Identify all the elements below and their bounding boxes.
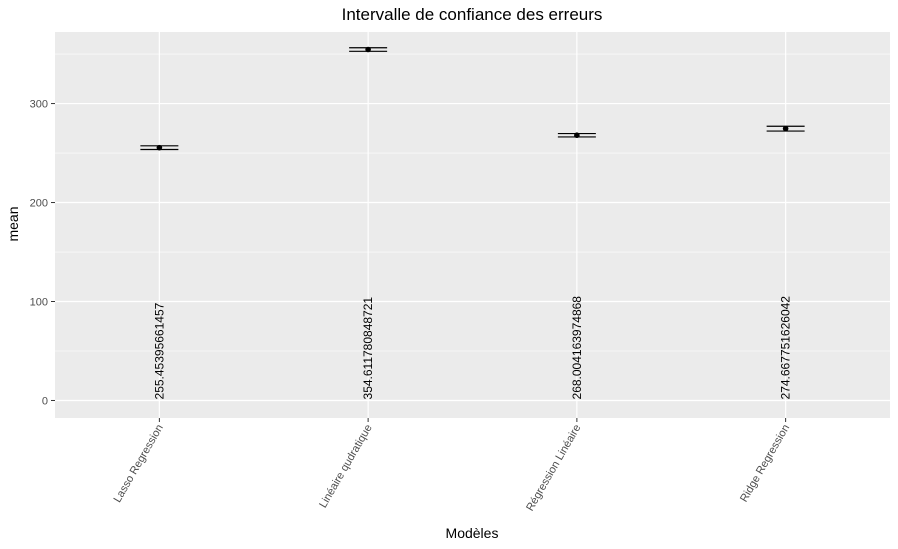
- data-label: 354.611780848721: [361, 297, 375, 400]
- x-tick-label: Ridge Regression: [738, 423, 792, 505]
- x-tick-label: Linéaire qudratique: [317, 423, 374, 511]
- y-tick-label: 300: [30, 99, 48, 111]
- x-axis-title: Modèles: [446, 525, 499, 541]
- plot-panel: [55, 32, 890, 418]
- data-label: 268.004163974868: [570, 296, 584, 400]
- y-tick-label: 0: [42, 395, 48, 407]
- mean-point: [365, 46, 371, 53]
- x-tick-label: Régression Linéaire: [524, 423, 583, 514]
- y-tick-label: 100: [30, 297, 48, 309]
- y-tick-label: 200: [30, 198, 48, 210]
- data-label: 255.45395661457: [152, 302, 166, 399]
- x-tick-label: Lasso Regression: [112, 423, 166, 505]
- data-label: 274.667751626042: [779, 296, 793, 400]
- plot-area: 0 100 200 300 255.45395661457 Lasso Regressio…: [30, 32, 890, 513]
- y-axis-title: mean: [5, 206, 21, 241]
- chart-title: Intervalle de confiance des erreurs: [342, 5, 603, 24]
- mean-point: [574, 132, 580, 139]
- mean-point: [156, 144, 163, 151]
- mean-point: [782, 125, 789, 132]
